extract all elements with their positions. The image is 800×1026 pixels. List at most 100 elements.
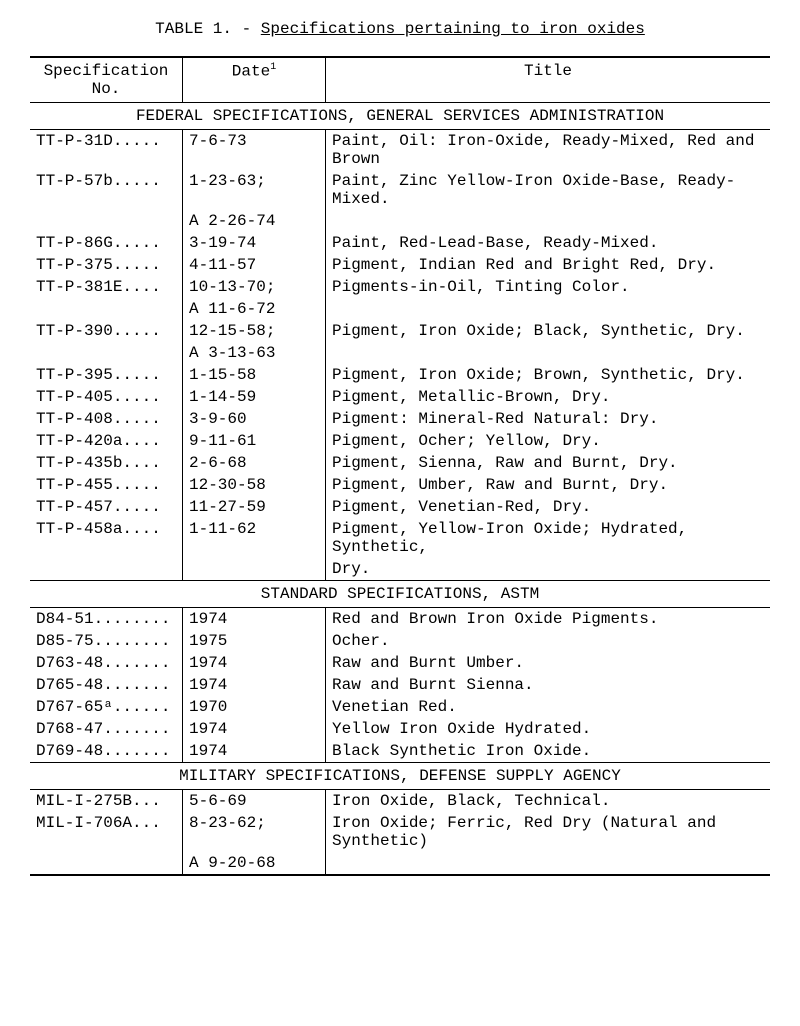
title-cell: Venetian Red. [326, 696, 771, 718]
spec-no-cell: D767-65ᵃ...... [30, 696, 183, 718]
caption-prefix: TABLE 1. - [155, 20, 261, 38]
table-row: A 9-20-68 [30, 852, 770, 875]
title-cell: Pigment, Metallic-Brown, Dry. [326, 386, 771, 408]
title-cell [326, 298, 771, 320]
title-cell: Pigment, Indian Red and Bright Red, Dry. [326, 254, 771, 276]
table-row: MIL-I-275B...5-6-69Iron Oxide, Black, Te… [30, 790, 770, 813]
section-header-cell: FEDERAL SPECIFICATIONS, GENERAL SERVICES… [30, 103, 770, 130]
spec-no-cell: TT-P-86G..... [30, 232, 183, 254]
header-spec: SpecificationNo. [30, 57, 183, 103]
section-header-row: STANDARD SPECIFICATIONS, ASTM [30, 581, 770, 608]
title-cell: Pigment: Mineral-Red Natural: Dry. [326, 408, 771, 430]
date-cell: A 2-26-74 [183, 210, 326, 232]
date-cell: 1-15-58 [183, 364, 326, 386]
spec-no-cell: TT-P-435b.... [30, 452, 183, 474]
spec-no-cell [30, 342, 183, 364]
header-date-super: 1 [270, 62, 276, 73]
table-row: TT-P-455.....12-30-58Pigment, Umber, Raw… [30, 474, 770, 496]
date-cell: 3-9-60 [183, 408, 326, 430]
spec-no-cell [30, 558, 183, 581]
date-cell: 2-6-68 [183, 452, 326, 474]
table-row: D85-75........1975Ocher. [30, 630, 770, 652]
spec-no-cell: TT-P-381E.... [30, 276, 183, 298]
spec-no-cell [30, 210, 183, 232]
table-row: MIL-I-706A...8-23-62;Iron Oxide; Ferric,… [30, 812, 770, 852]
section-header-cell: MILITARY SPECIFICATIONS, DEFENSE SUPPLY … [30, 763, 770, 790]
spec-no-cell: TT-P-31D..... [30, 130, 183, 171]
date-cell: 3-19-74 [183, 232, 326, 254]
header-spec-l2: No. [36, 80, 176, 98]
title-cell [326, 210, 771, 232]
title-cell [326, 852, 771, 875]
spec-no-cell: D84-51........ [30, 608, 183, 631]
title-cell: Raw and Burnt Sienna. [326, 674, 771, 696]
spec-no-cell: TT-P-457..... [30, 496, 183, 518]
spec-no-cell [30, 298, 183, 320]
date-cell: A 3-13-63 [183, 342, 326, 364]
title-cell: Paint, Oil: Iron-Oxide, Ready-Mixed, Red… [326, 130, 771, 171]
date-cell: 1975 [183, 630, 326, 652]
spec-no-cell: TT-P-408..... [30, 408, 183, 430]
date-cell: 7-6-73 [183, 130, 326, 171]
table-row: D767-65ᵃ......1970Venetian Red. [30, 696, 770, 718]
table-row: TT-P-57b.....1-23-63;Paint, Zinc Yellow-… [30, 170, 770, 210]
table-row: TT-P-435b....2-6-68Pigment, Sienna, Raw … [30, 452, 770, 474]
header-spec-l1: Specification [36, 62, 176, 80]
table-row: Dry. [30, 558, 770, 581]
table-caption: TABLE 1. - Specifications pertaining to … [30, 20, 770, 38]
title-cell: Pigment, Venetian-Red, Dry. [326, 496, 771, 518]
title-cell: Pigments-in-Oil, Tinting Color. [326, 276, 771, 298]
title-cell: Pigment, Umber, Raw and Burnt, Dry. [326, 474, 771, 496]
date-cell: A 9-20-68 [183, 852, 326, 875]
spec-no-cell: TT-P-395..... [30, 364, 183, 386]
spec-no-cell: MIL-I-706A... [30, 812, 183, 852]
spec-no-cell: D769-48....... [30, 740, 183, 763]
title-cell: Paint, Zinc Yellow-Iron Oxide-Base, Read… [326, 170, 771, 210]
table-row: TT-P-86G.....3-19-74Paint, Red-Lead-Base… [30, 232, 770, 254]
title-cell: Iron Oxide; Ferric, Red Dry (Natural and… [326, 812, 771, 852]
date-cell: 10-13-70; [183, 276, 326, 298]
date-cell: 1974 [183, 674, 326, 696]
date-cell: 5-6-69 [183, 790, 326, 813]
date-cell: 1970 [183, 696, 326, 718]
title-cell: Red and Brown Iron Oxide Pigments. [326, 608, 771, 631]
spec-no-cell: TT-P-458a.... [30, 518, 183, 558]
table-row: A 11-6-72 [30, 298, 770, 320]
date-cell: 1974 [183, 652, 326, 674]
table-row: A 2-26-74 [30, 210, 770, 232]
spec-no-cell: TT-P-375..... [30, 254, 183, 276]
table-row: TT-P-375.....4-11-57Pigment, Indian Red … [30, 254, 770, 276]
date-cell [183, 558, 326, 581]
header-date: Date1 [183, 57, 326, 103]
table-row: TT-P-458a....1-11-62Pigment, Yellow-Iron… [30, 518, 770, 558]
table-row: TT-P-381E....10-13-70;Pigments-in-Oil, T… [30, 276, 770, 298]
spec-no-cell: D85-75........ [30, 630, 183, 652]
title-cell: Iron Oxide, Black, Technical. [326, 790, 771, 813]
table-row: TT-P-420a....9-11-61Pigment, Ocher; Yell… [30, 430, 770, 452]
caption-underlined: Specifications pertaining to iron oxides [261, 20, 645, 38]
title-cell: Pigment, Iron Oxide; Brown, Synthetic, D… [326, 364, 771, 386]
date-cell: 9-11-61 [183, 430, 326, 452]
table-row: TT-P-457.....11-27-59Pigment, Venetian-R… [30, 496, 770, 518]
date-cell: 12-30-58 [183, 474, 326, 496]
date-cell: 1-23-63; [183, 170, 326, 210]
spec-no-cell: TT-P-405..... [30, 386, 183, 408]
date-cell: A 11-6-72 [183, 298, 326, 320]
table-row: TT-P-390.....12-15-58;Pigment, Iron Oxid… [30, 320, 770, 342]
title-cell: Yellow Iron Oxide Hydrated. [326, 718, 771, 740]
title-cell: Ocher. [326, 630, 771, 652]
title-cell: Pigment, Iron Oxide; Black, Synthetic, D… [326, 320, 771, 342]
table-row: TT-P-408.....3-9-60Pigment: Mineral-Red … [30, 408, 770, 430]
spec-no-cell: D768-47....... [30, 718, 183, 740]
section-header-cell: STANDARD SPECIFICATIONS, ASTM [30, 581, 770, 608]
section-header-row: FEDERAL SPECIFICATIONS, GENERAL SERVICES… [30, 103, 770, 130]
date-cell: 12-15-58; [183, 320, 326, 342]
date-cell: 1-11-62 [183, 518, 326, 558]
title-cell: Pigment, Ocher; Yellow, Dry. [326, 430, 771, 452]
date-cell: 1974 [183, 740, 326, 763]
table-row: TT-P-405.....1-14-59Pigment, Metallic-Br… [30, 386, 770, 408]
date-cell: 8-23-62; [183, 812, 326, 852]
table-row: D765-48.......1974Raw and Burnt Sienna. [30, 674, 770, 696]
header-title: Title [326, 57, 771, 103]
header-row: SpecificationNo.Date1Title [30, 57, 770, 103]
